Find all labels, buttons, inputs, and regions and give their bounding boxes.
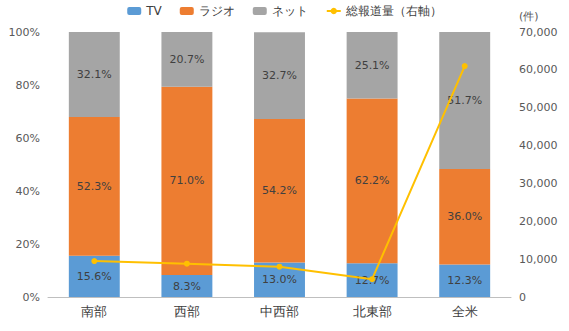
svg-text:62.2%: 62.2% [355, 174, 390, 187]
svg-text:全米: 全米 [452, 304, 478, 319]
svg-text:40,000: 40,000 [519, 139, 558, 152]
svg-text:20.7%: 20.7% [169, 53, 204, 66]
svg-text:南部: 南部 [81, 304, 107, 319]
svg-text:32.7%: 32.7% [262, 69, 297, 82]
svg-text:10,000: 10,000 [519, 253, 558, 266]
svg-text:北東部: 北東部 [353, 304, 392, 319]
svg-text:54.2%: 54.2% [262, 184, 297, 197]
svg-text:71.0%: 71.0% [169, 174, 204, 187]
svg-text:80%: 80% [16, 79, 40, 92]
svg-text:60,000: 60,000 [519, 63, 558, 76]
svg-text:32.1%: 32.1% [77, 68, 112, 81]
svg-text:30,000: 30,000 [519, 177, 558, 190]
svg-text:ラジオ: ラジオ [199, 4, 235, 18]
svg-text:20,000: 20,000 [519, 215, 558, 228]
svg-text:ネット: ネット [272, 4, 308, 18]
svg-text:52.3%: 52.3% [77, 180, 112, 193]
svg-text:25.1%: 25.1% [355, 59, 390, 72]
svg-text:15.6%: 15.6% [77, 270, 112, 283]
svg-text:総報道量（右軸）: 総報道量（右軸） [345, 4, 442, 18]
svg-text:60%: 60% [16, 132, 40, 145]
svg-text:70,000: 70,000 [519, 26, 558, 39]
svg-text:中西部: 中西部 [260, 304, 299, 319]
svg-text:西部: 西部 [174, 304, 200, 319]
svg-text:0: 0 [519, 291, 526, 304]
svg-text:12.3%: 12.3% [447, 274, 482, 287]
svg-text:50,000: 50,000 [519, 101, 558, 114]
svg-text:8.3%: 8.3% [173, 280, 201, 293]
svg-text:100%: 100% [9, 26, 40, 39]
svg-text:13.0%: 13.0% [262, 273, 297, 286]
svg-text:12.7%: 12.7% [355, 274, 390, 287]
svg-text:TV: TV [145, 4, 162, 18]
svg-text:51.7%: 51.7% [447, 94, 483, 107]
svg-text:20%: 20% [16, 238, 40, 251]
svg-text:0%: 0% [23, 291, 40, 304]
svg-text:36.0%: 36.0% [447, 210, 482, 223]
svg-text:40%: 40% [16, 185, 40, 198]
svg-text:(件): (件) [519, 10, 539, 23]
